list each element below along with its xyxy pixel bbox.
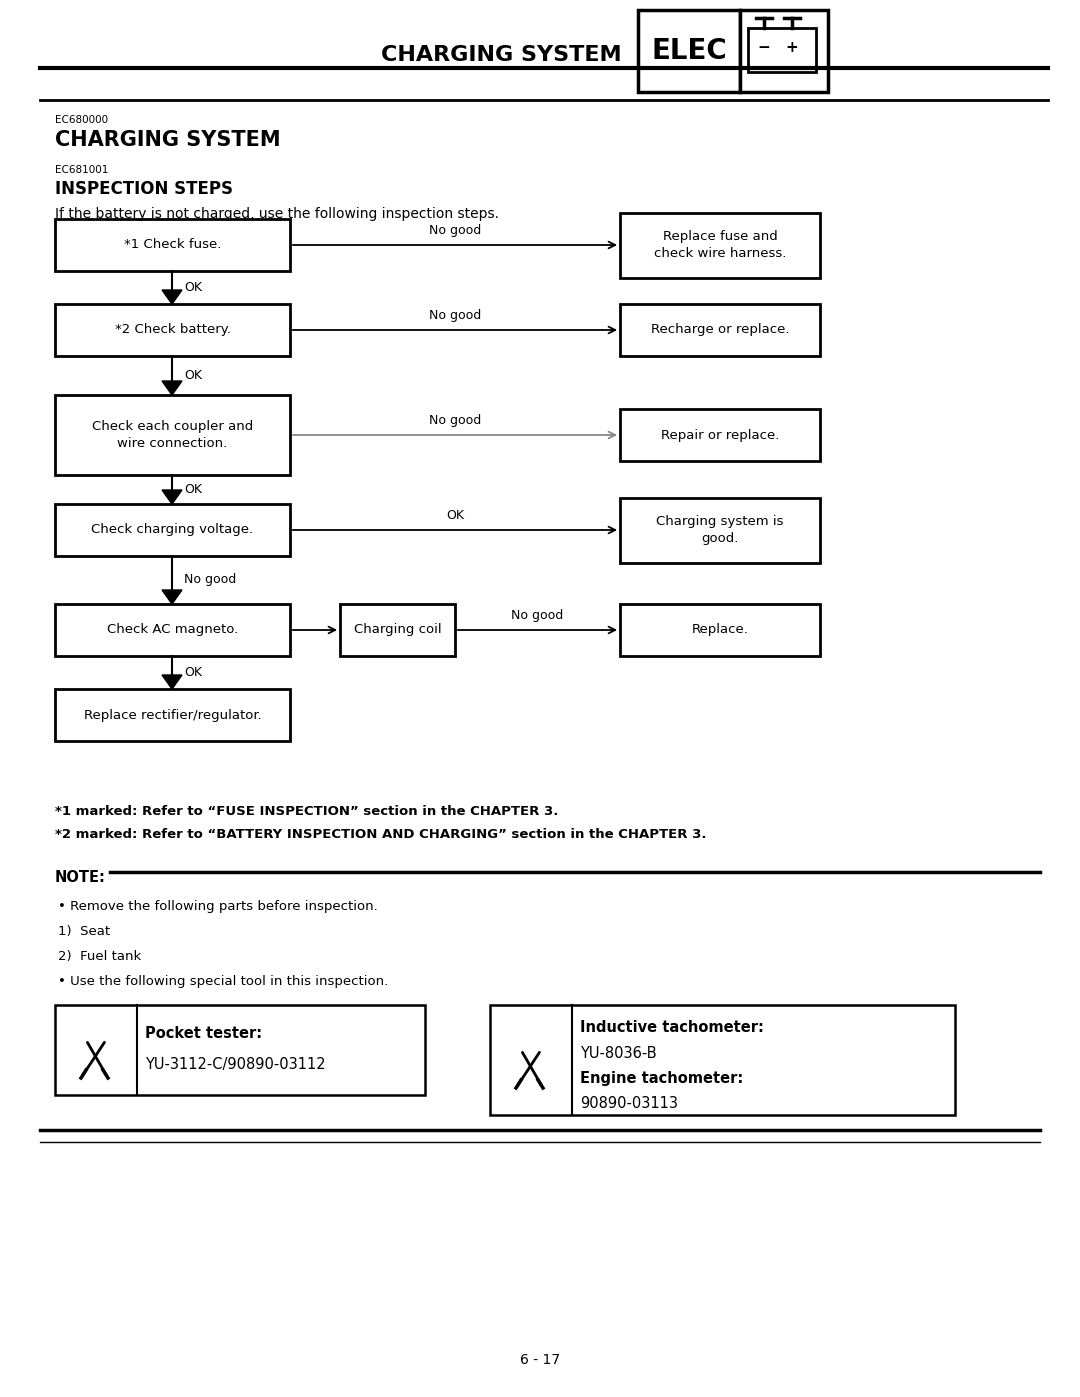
Text: INSPECTION STEPS: INSPECTION STEPS — [55, 180, 233, 198]
Text: OK: OK — [184, 281, 202, 293]
Text: Repair or replace.: Repair or replace. — [661, 429, 779, 441]
Bar — [55, 689, 291, 740]
Text: Charging coil: Charging coil — [353, 623, 442, 637]
Text: OK: OK — [184, 666, 202, 679]
Text: • Remove the following parts before inspection.: • Remove the following parts before insp… — [58, 900, 378, 914]
Text: 2)  Fuel tank: 2) Fuel tank — [58, 950, 141, 963]
Text: No good: No good — [184, 574, 237, 587]
Text: 6 - 17: 6 - 17 — [519, 1354, 561, 1368]
Polygon shape — [162, 381, 183, 395]
Text: Engine tachometer:: Engine tachometer: — [580, 1071, 743, 1087]
Text: EC681001: EC681001 — [55, 165, 108, 175]
Bar — [55, 395, 291, 475]
Bar — [55, 604, 291, 657]
Polygon shape — [162, 675, 183, 689]
Text: OK: OK — [184, 483, 202, 496]
Text: If the battery is not charged, use the following inspection steps.: If the battery is not charged, use the f… — [55, 207, 499, 221]
Text: ELEC: ELEC — [651, 36, 727, 66]
Text: Replace.: Replace. — [691, 623, 748, 637]
Text: Pocket tester:: Pocket tester: — [145, 1025, 262, 1041]
Bar — [55, 219, 291, 271]
Bar — [620, 305, 820, 356]
Text: 90890-03113: 90890-03113 — [580, 1095, 678, 1111]
Text: Recharge or replace.: Recharge or replace. — [651, 324, 789, 337]
Text: *1 marked: Refer to “FUSE INSPECTION” section in the CHAPTER 3.: *1 marked: Refer to “FUSE INSPECTION” se… — [55, 805, 558, 819]
Bar — [340, 604, 455, 657]
Bar — [740, 10, 828, 92]
Text: No good: No good — [429, 224, 481, 237]
Text: Check each coupler and
wire connection.: Check each coupler and wire connection. — [92, 420, 253, 450]
Text: CHARGING SYSTEM: CHARGING SYSTEM — [381, 45, 622, 66]
Bar — [748, 28, 816, 73]
Text: Inductive tachometer:: Inductive tachometer: — [580, 1020, 764, 1035]
Text: −: − — [758, 41, 770, 56]
Text: NOTE:: NOTE: — [55, 870, 106, 886]
Bar — [620, 409, 820, 461]
Bar — [620, 497, 820, 563]
Text: YU-3112-C/90890-03112: YU-3112-C/90890-03112 — [145, 1058, 326, 1073]
Text: Check AC magneto.: Check AC magneto. — [107, 623, 238, 637]
Polygon shape — [162, 291, 183, 305]
Bar — [620, 212, 820, 278]
Text: No good: No good — [511, 609, 564, 622]
Text: • Use the following special tool in this inspection.: • Use the following special tool in this… — [58, 975, 388, 988]
Text: Replace rectifier/regulator.: Replace rectifier/regulator. — [83, 708, 261, 721]
Text: CHARGING SYSTEM: CHARGING SYSTEM — [55, 130, 281, 149]
Bar — [638, 10, 740, 92]
Text: No good: No good — [429, 414, 481, 427]
Text: YU-8036-B: YU-8036-B — [580, 1045, 657, 1060]
Text: Charging system is
good.: Charging system is good. — [657, 515, 784, 545]
Text: EC680000: EC680000 — [55, 115, 108, 124]
Polygon shape — [162, 590, 183, 604]
Text: Replace fuse and
check wire harness.: Replace fuse and check wire harness. — [653, 231, 786, 260]
Bar — [620, 604, 820, 657]
Text: *1 Check fuse.: *1 Check fuse. — [124, 239, 221, 251]
Text: OK: OK — [184, 369, 202, 381]
Bar — [55, 504, 291, 556]
Bar — [55, 305, 291, 356]
Text: 1)  Seat: 1) Seat — [58, 925, 110, 937]
Bar — [55, 1004, 426, 1095]
Bar — [490, 1004, 955, 1115]
Text: *2 marked: Refer to “BATTERY INSPECTION AND CHARGING” section in the CHAPTER 3.: *2 marked: Refer to “BATTERY INSPECTION … — [55, 828, 706, 841]
Text: No good: No good — [429, 309, 481, 321]
Text: +: + — [785, 41, 798, 56]
Polygon shape — [162, 490, 183, 504]
Text: OK: OK — [446, 509, 464, 522]
Text: Check charging voltage.: Check charging voltage. — [92, 524, 254, 536]
Text: *2 Check battery.: *2 Check battery. — [114, 324, 230, 337]
